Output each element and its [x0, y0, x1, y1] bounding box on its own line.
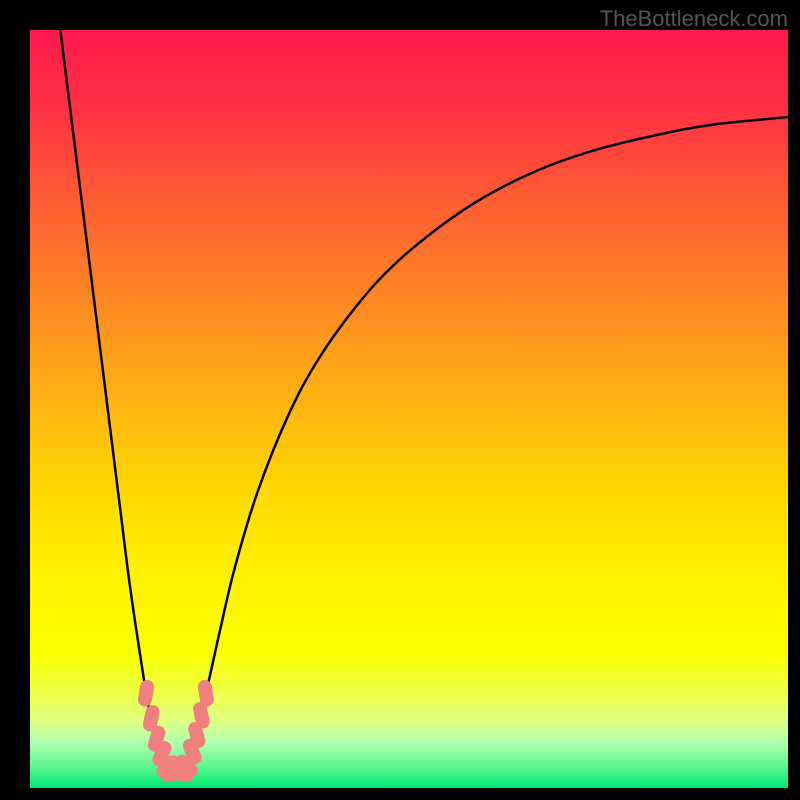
- bottleneck-chart: [30, 30, 788, 788]
- watermark-text: TheBottleneck.com: [600, 6, 788, 32]
- chart-svg: [30, 30, 788, 788]
